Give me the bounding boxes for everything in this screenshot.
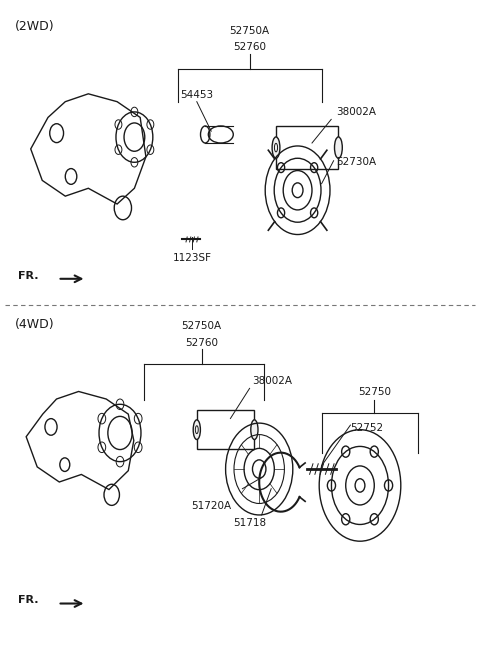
- Ellipse shape: [251, 420, 258, 440]
- Text: (2WD): (2WD): [14, 20, 54, 33]
- Ellipse shape: [193, 420, 200, 440]
- Text: 52760: 52760: [233, 43, 266, 52]
- Text: 51720A: 51720A: [191, 501, 231, 510]
- Text: 52752: 52752: [350, 423, 384, 433]
- Text: 54453: 54453: [180, 90, 214, 100]
- Text: 38002A: 38002A: [252, 376, 292, 386]
- Ellipse shape: [335, 137, 342, 158]
- Text: 52760: 52760: [185, 338, 218, 348]
- Text: 52750A: 52750A: [229, 26, 270, 36]
- Text: FR.: FR.: [18, 270, 38, 281]
- Text: FR.: FR.: [18, 595, 38, 605]
- Text: (4WD): (4WD): [14, 318, 54, 331]
- Text: 1123SF: 1123SF: [172, 253, 212, 262]
- Text: 52730A: 52730A: [336, 157, 376, 167]
- Text: 52750A: 52750A: [181, 321, 222, 331]
- Text: 38002A: 38002A: [336, 107, 376, 117]
- Ellipse shape: [272, 137, 280, 158]
- Text: 52750: 52750: [358, 387, 391, 397]
- Text: 51718: 51718: [233, 518, 266, 528]
